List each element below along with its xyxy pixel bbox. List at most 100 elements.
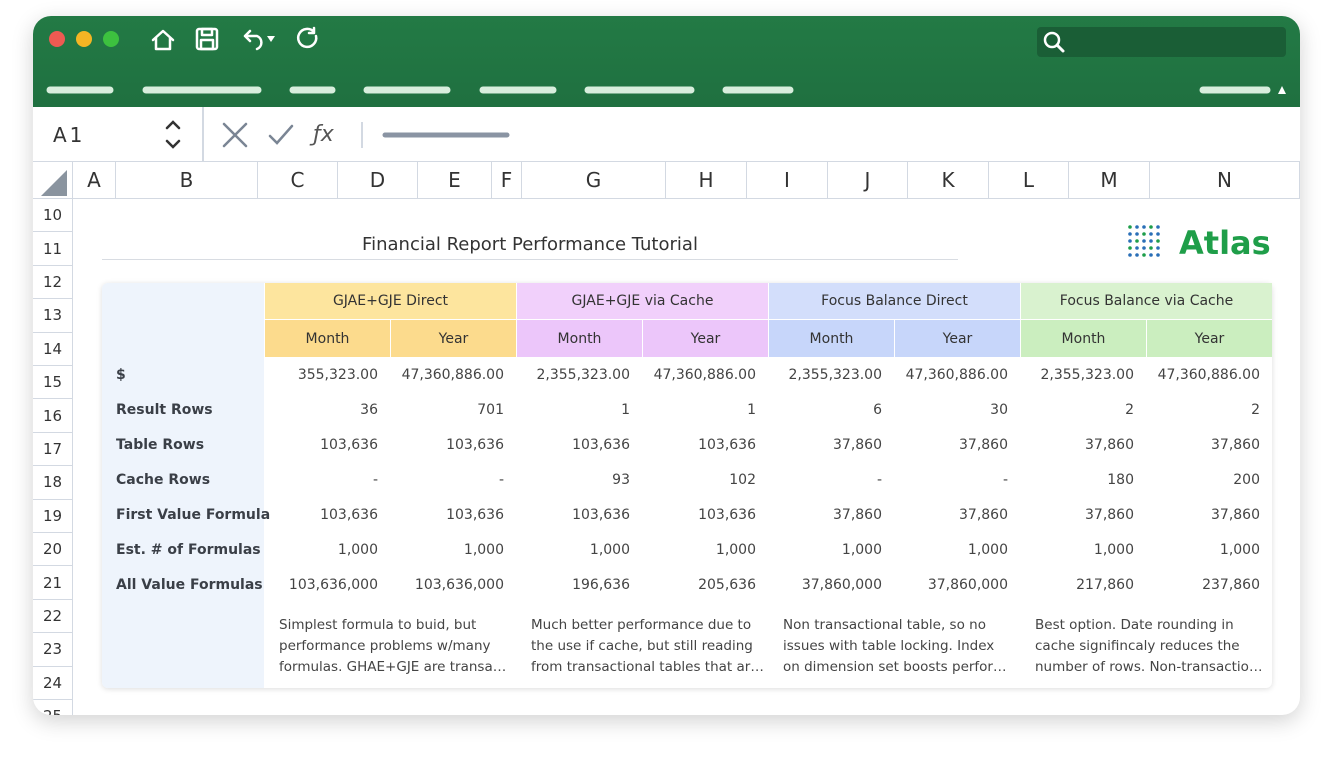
note-line: Non transactional table, so no [783,616,986,633]
column-header: L [989,162,1069,199]
spreadsheet-window: A1 ƒx A B C D E F G H I J K L M N 10 11 12 13 14 15 16 17 18 19 20… [33,16,1300,715]
cell-value: 1,000 [841,541,882,558]
cell-value: 1,000 [1219,541,1260,558]
cell-value: 2 [1125,401,1134,418]
cell-value: 37,860 [959,436,1008,453]
sub-header: Month [1020,320,1146,357]
cell-value: 2,355,323.00 [536,366,630,383]
brand-logo [1128,225,1160,257]
cell-value: 37,860 [833,436,882,453]
column-header: F [492,162,522,199]
cell-value: 47,360,886.00 [905,366,1008,383]
brand-name: Atlas [1179,224,1271,262]
note-line: number of rows. Non-transactio… [1035,658,1263,675]
cell-value: 103,636 [698,436,756,453]
note-line: on dimension set boosts perfor… [783,658,1007,675]
note-line: Simplest formula to buid, but [279,616,477,633]
column-header: E [418,162,492,199]
formula-bar [33,107,1300,162]
toolbar-icons [46,26,1286,94]
formula-icons [165,107,510,162]
cell-value: - [498,471,504,488]
cell-value: 1,000 [337,541,378,558]
cell-value: 103,636 [446,436,504,453]
sub-header: Year [1146,320,1272,357]
group-header: GJAE+GJE Direct [264,283,516,320]
row-header: 16 [33,399,73,433]
cell-value: 103,636 [572,506,630,523]
group-header: Focus Balance via Cache [1020,283,1272,320]
cell-value: 37,860 [1085,436,1134,453]
cell-value: 102 [729,471,756,488]
row-header: 12 [33,265,73,300]
cell-value: 200 [1233,471,1260,488]
row-header: 17 [33,432,73,467]
row-header: 10 [33,199,73,233]
cell-value: 47,360,886.00 [401,366,504,383]
column-header: A [73,162,116,199]
cell-value: - [1002,471,1008,488]
cell-value: 93 [612,471,630,488]
sub-header: Year [390,320,516,357]
cell-value: - [372,471,378,488]
note-line: the use if cache, but still reading [531,637,753,654]
cell-value: 37,860,000 [801,576,882,593]
row-label: Est. # of Formulas [116,541,261,558]
column-header: C [258,162,338,199]
function-icon: ƒx [313,122,334,147]
note-line: formulas. GHAE+GJE are transa… [279,658,507,675]
note-line: issues with table locking. Index [783,637,995,654]
group-header: Focus Balance Direct [768,283,1020,320]
cell-value: 103,636 [698,506,756,523]
group-header: GJAE+GJE via Cache [516,283,768,320]
column-header: G [522,162,666,199]
column-header: M [1069,162,1150,199]
column-header: D [338,162,418,199]
row-label: First Value Formula [116,506,271,523]
cell-value: 103,636 [320,506,378,523]
cell-value: 1,000 [967,541,1008,558]
cell-value: 37,860 [1211,436,1260,453]
row-header: 23 [33,633,73,667]
row-header: 19 [33,499,73,533]
cell-value: 103,636 [446,506,504,523]
cell-value: 205,636 [698,576,756,593]
note-line: performance problems w/many [279,637,491,654]
cell-value: 36 [360,401,378,418]
note-line: Best option. Date rounding in [1035,616,1234,633]
row-header: 15 [33,366,73,400]
cell-value: 1,000 [1093,541,1134,558]
row-header: 22 [33,599,73,634]
cell-value: 196,636 [572,576,630,593]
note-line: from transactional tables that ar… [531,658,764,675]
column-header: K [908,162,989,199]
cell-value: 1,000 [715,541,756,558]
cell-value: 217,860 [1076,576,1134,593]
cell-reference: A1 [53,122,86,147]
cell-value: 37,860 [959,506,1008,523]
cell-value: 1 [621,401,630,418]
cell-value: 701 [477,401,504,418]
row-header: 13 [33,299,73,333]
cell-value: 1 [747,401,756,418]
row-header: 11 [33,232,73,266]
cell-value: 37,860 [1085,506,1134,523]
note-line: cache signifincaly reduces the [1035,637,1240,654]
cell-value: 103,636,000 [288,576,378,593]
cell-value: 37,860 [1211,506,1260,523]
sub-header: Month [516,320,642,357]
row-label: Result Rows [116,401,213,418]
sub-header: Month [264,320,390,357]
cell-value: 6 [873,401,882,418]
column-header: J [828,162,908,199]
cell-value: 30 [990,401,1008,418]
row-label: All Value Formulas [116,576,263,593]
cell-value: 1,000 [463,541,504,558]
row-header: 18 [33,466,73,500]
cell-value: - [876,471,882,488]
row-header: 20 [33,533,73,567]
report-title: Financial Report Performance Tutorial [102,230,958,260]
cell-value: 2,355,323.00 [788,366,882,383]
cell-value: 37,860,000 [927,576,1008,593]
row-header: 24 [33,666,73,700]
